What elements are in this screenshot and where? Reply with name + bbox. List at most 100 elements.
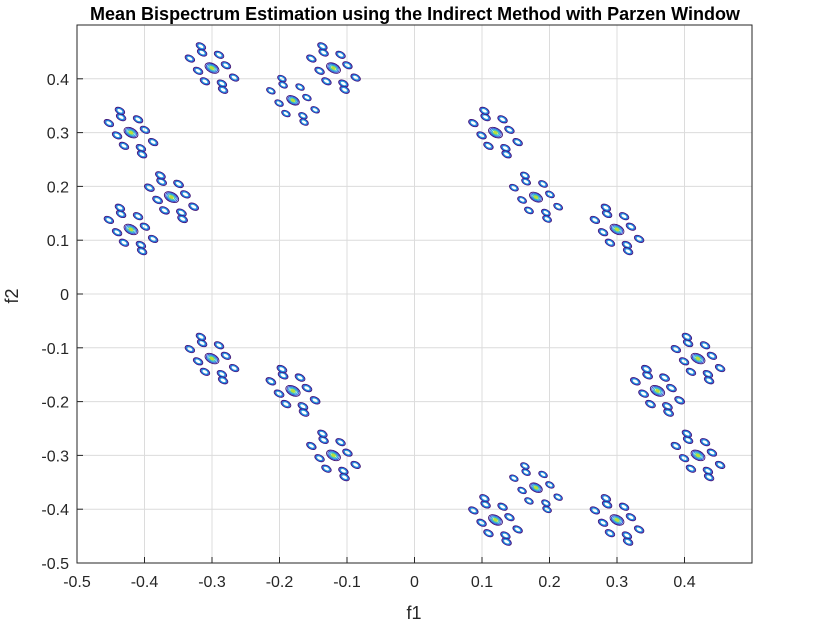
contour-line [633,234,645,243]
bispectrum-peak [630,364,685,417]
contour-line [126,128,136,137]
contour-line [542,215,552,223]
contour-line [530,192,542,202]
contour-line [295,374,305,382]
contour-line [627,223,635,230]
contour-line [686,368,696,376]
contour-line [530,483,542,493]
contour-line [538,180,548,188]
contour-line [156,171,165,179]
contour-line [136,144,146,152]
peak-center [209,356,215,361]
contour-line [623,532,631,539]
contour-line [504,513,515,522]
contour-line [491,129,500,136]
contour-line [322,77,331,85]
contour-line [694,452,702,459]
contour-line [606,530,614,536]
contour-line [219,87,227,93]
contour-line [218,80,226,87]
contour-line [704,376,714,384]
contour-line [501,150,512,159]
contour-line [113,229,121,235]
contour-line [213,341,225,350]
contour-line [589,506,601,515]
y-tick-label: -0.5 [41,556,69,573]
contour-line [525,207,533,213]
contour-line [514,139,522,145]
contour-line [476,131,487,140]
bispectrum-peak [589,494,645,546]
contour-line [221,61,231,69]
contour-line [499,116,506,123]
contour-line [274,390,284,398]
peak-center [331,453,336,458]
contour-line [625,513,637,522]
contour-line [218,371,226,377]
contour-line [294,373,306,382]
contour-line [132,212,144,221]
contour-line [126,225,136,234]
contour-line [184,345,196,354]
contour-line [296,83,304,91]
contour-line [306,441,317,450]
bispectrum-peak [184,42,240,94]
contour-line [506,127,513,133]
contour-line [220,61,232,70]
contour-line [520,172,529,179]
contour-line [518,196,527,204]
contour-line [542,505,552,514]
contour-line [543,216,551,222]
contour-line [104,216,114,224]
contour-line [482,501,490,508]
contour-line [343,61,352,69]
contour-line [265,377,277,386]
bispectrum-peak [468,106,523,159]
contour-line [282,110,290,117]
contour-line [288,386,298,395]
contour-line [335,438,346,447]
bispectrum-peak [103,106,159,159]
contour-line [205,353,219,364]
contour-line [342,448,353,457]
contour-line [703,370,713,378]
contour-line [156,172,164,179]
contour-line [315,67,324,75]
contour-line [289,97,297,103]
contour-line [317,429,328,438]
contour-line [144,184,154,192]
contour-line [700,438,710,446]
contour-line [310,106,320,114]
contour-line [508,183,519,192]
y-tick-label: 0.3 [47,126,69,143]
contour-line [114,203,126,212]
contour-line [683,436,693,444]
contour-line [708,353,716,359]
contour-line [341,87,348,93]
contour-line [132,115,144,124]
contour-line [680,455,688,461]
peak-center [695,453,701,458]
contour-line [538,180,548,188]
contour-line [200,368,210,376]
contour-line [539,471,547,477]
contour-line [229,364,239,372]
contour-line [160,206,169,214]
contour-line [600,494,612,503]
contour-line [174,180,183,188]
contour-line [137,247,147,255]
contour-line [553,202,564,211]
contour-line [328,451,339,460]
contour-line [158,178,166,185]
contour-line [522,179,530,185]
contour-line [612,225,622,234]
contour-line [177,214,188,224]
contour-line [641,364,652,374]
contour-line [682,430,692,438]
contour-line [620,504,628,510]
contour-line [289,388,297,394]
contour-line [693,354,703,363]
contour-line [311,107,319,113]
contour-line [217,85,229,94]
contour-line [605,239,615,247]
